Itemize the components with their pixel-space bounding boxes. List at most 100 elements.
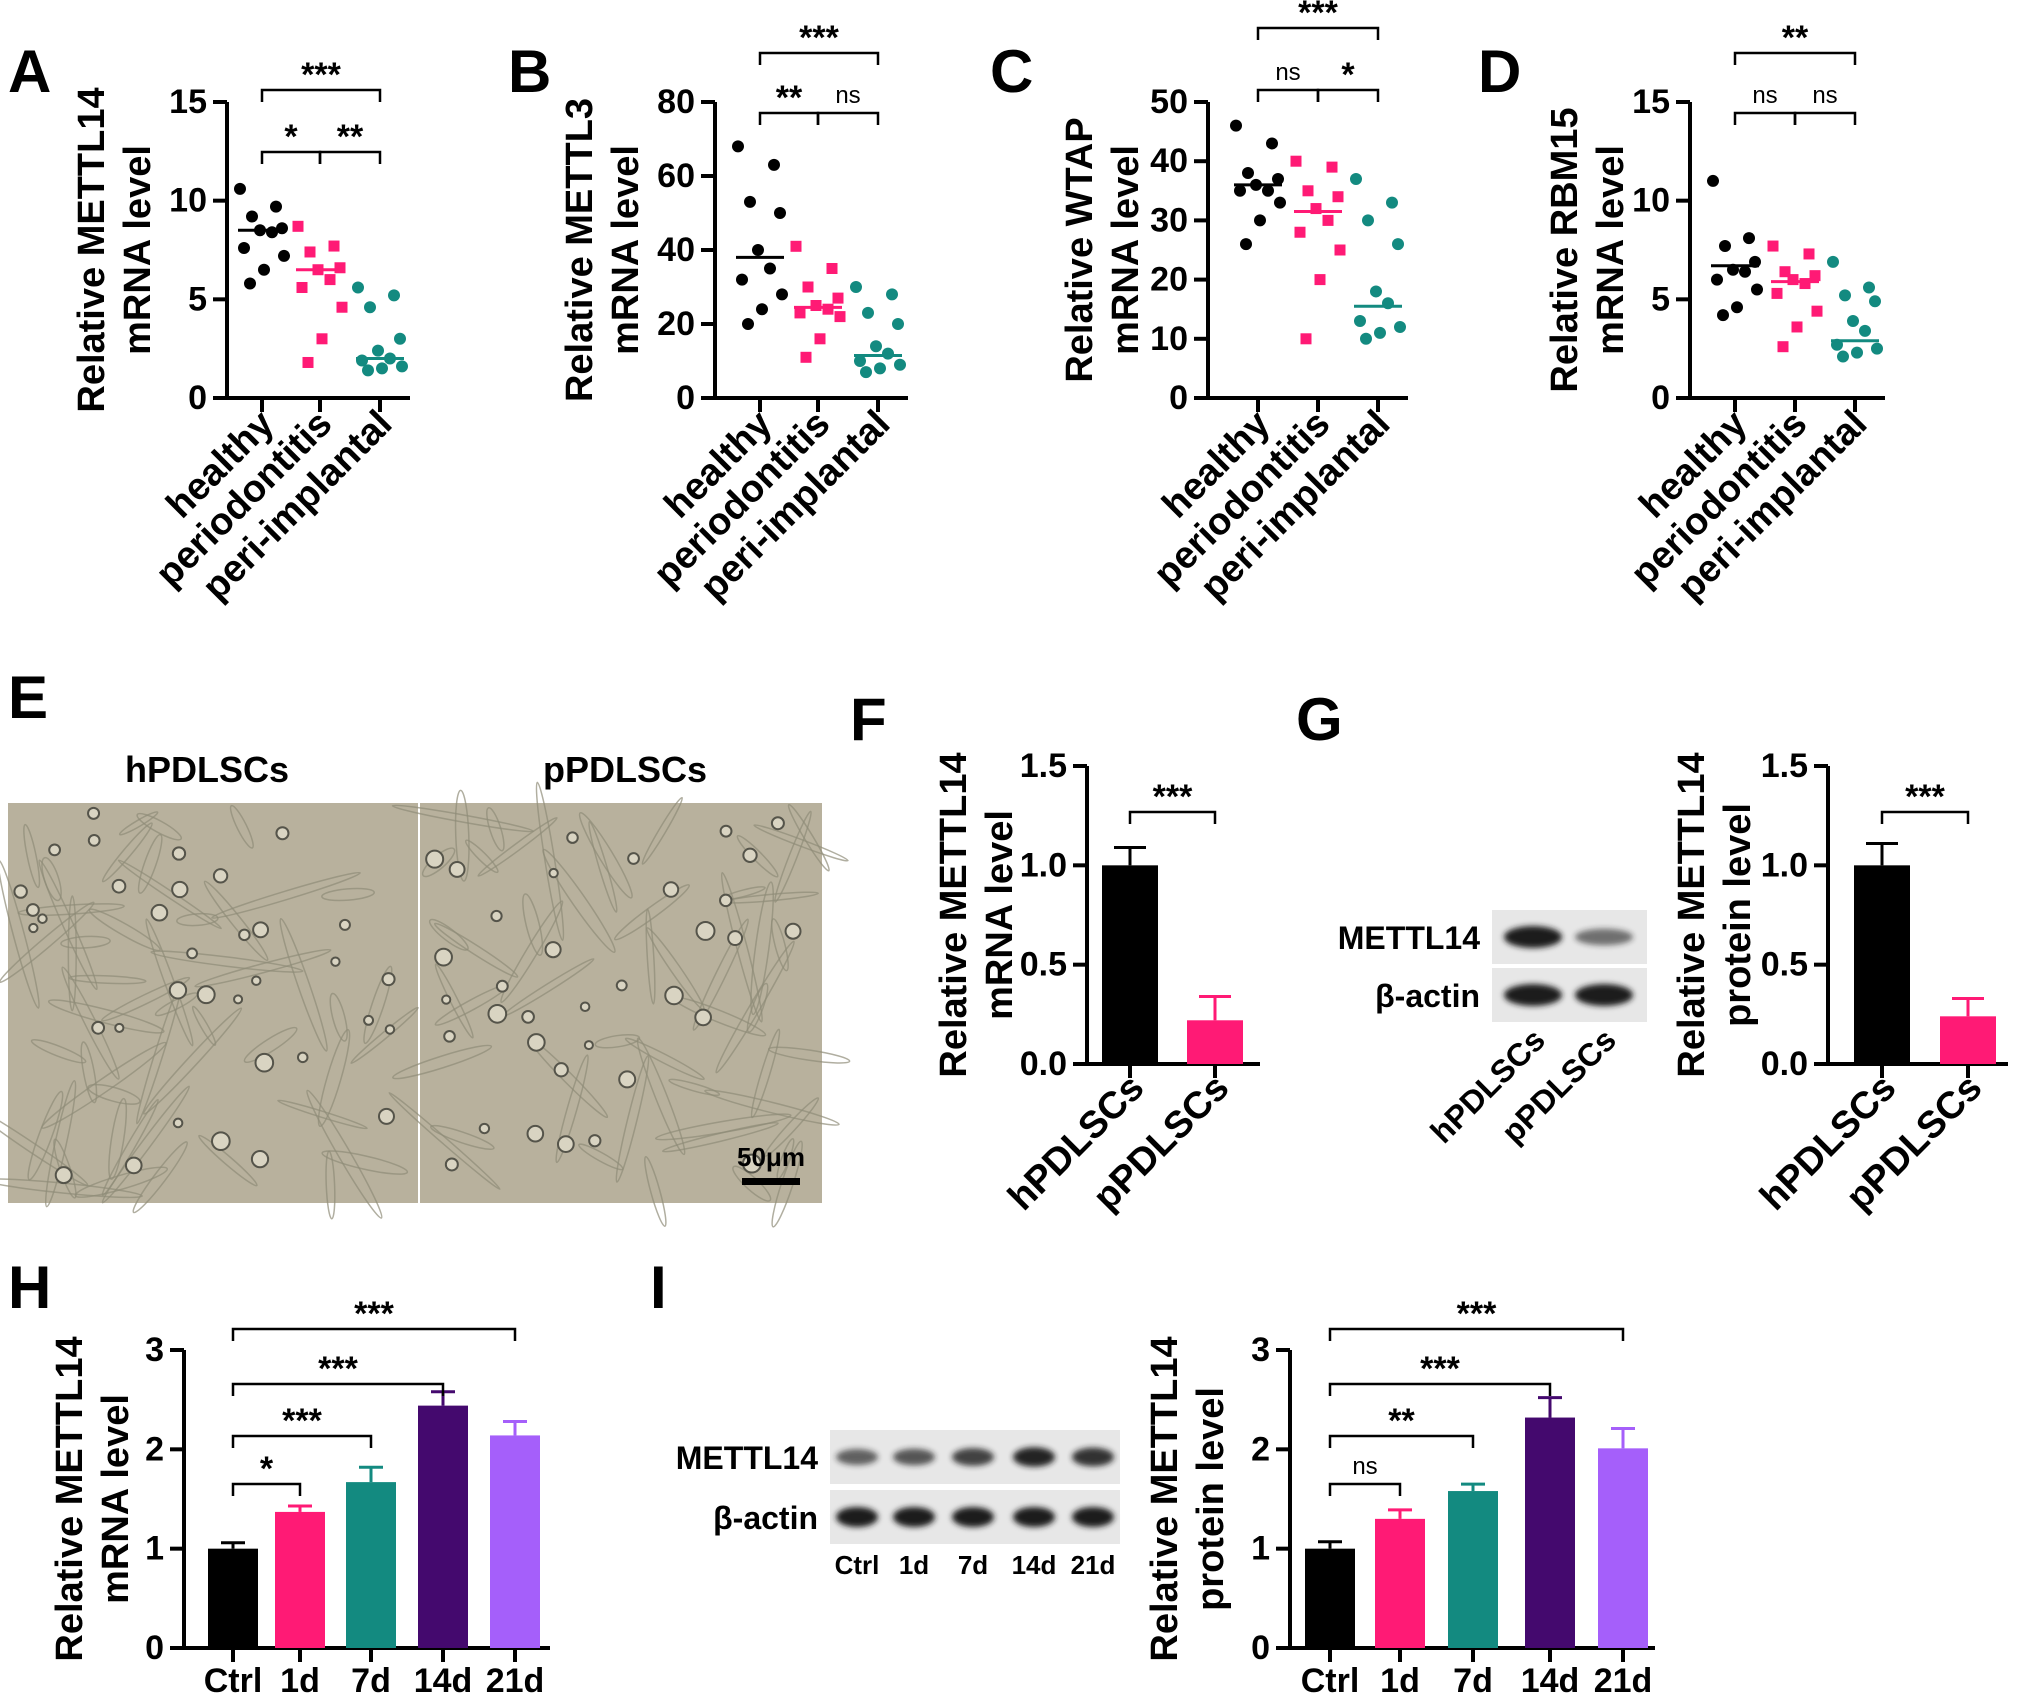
y-axis-label-line: Relative METTL14 [1671,752,1713,1077]
y-axis-label: Relative METTL3 mRNA level [559,98,647,402]
cell-outline [145,918,194,1047]
cell-outline [767,1046,851,1064]
data-point [1751,283,1763,296]
data-point [1272,172,1284,185]
cell-outline [555,1054,589,1164]
cell-outline [522,893,544,956]
cell-outline [203,880,269,962]
data-point [894,358,906,371]
data-point [1254,214,1266,227]
cell-body [172,1117,184,1129]
data-point-square [822,303,834,315]
significance-label: *** [318,1350,358,1388]
cell-body [553,1062,569,1078]
data-point [266,226,278,239]
y-axis-label: Relative WTAP mRNA level [1059,117,1147,382]
cell-outline [325,1150,336,1220]
data-point [1717,309,1729,322]
y-tick-label: 60 [657,157,695,195]
cell-body [377,1107,395,1125]
cell-outline [30,1038,87,1064]
y-axis-label-line: Relative WTAP [1059,117,1101,382]
cell-outline [0,901,95,984]
data-point [1266,137,1278,150]
y-tick-label: 0.0 [1761,1045,1808,1083]
significance-label: * [284,118,298,156]
cell-body [425,849,445,869]
significance-label: ** [776,79,803,117]
bar [1375,1518,1425,1648]
blot-band [1504,984,1562,1006]
cell-body [233,994,244,1005]
data-point-square [1302,185,1314,197]
cell-outline [279,917,328,1052]
data-point-square [1332,191,1344,203]
panel-letter-c: C [990,38,1033,105]
y-tick-label: 5 [188,280,207,318]
significance-label: *** [1298,0,1338,32]
cell-body [527,1033,546,1052]
cell-outline [391,804,534,833]
x-category-label: Ctrl [204,1662,263,1699]
cell-outline [277,1099,368,1130]
data-point [1374,326,1386,339]
cell-outline [692,918,749,1031]
cell-body [478,1122,491,1135]
cell-body [441,994,452,1005]
y-axis-label-line: mRNA level [1105,145,1147,355]
cell-body [544,941,562,959]
bar [1448,1491,1498,1648]
cell-outline [211,871,361,919]
cell-body [490,909,503,923]
cell-outline [578,1143,624,1171]
data-point-square [1803,248,1815,260]
blot-lane-label: 7d [958,1550,988,1580]
data-point [1837,350,1849,363]
cell-outline [80,1041,98,1104]
cell-body [556,1135,575,1154]
y-tick-label: 80 [657,83,695,121]
cell-body [487,1003,508,1024]
y-tick-label: 5 [1651,280,1670,318]
cell-outline [636,1037,686,1156]
y-tick-label: 1.0 [1761,846,1808,884]
cell-body [742,847,758,863]
cell-outline [588,820,618,913]
y-axis-label-line: mRNA level [95,1394,137,1604]
data-point-square [1771,287,1783,299]
micrograph-layer: hPDLSCs pPDLSCs 50μm [0,749,851,1228]
cell-outline [668,1078,721,1097]
significance-label: ns [1275,59,1300,86]
cell-body [770,816,785,831]
blot-band [836,1507,878,1527]
significance-bracket [1128,810,1217,824]
micrograph-label-right: pPDLSCs [543,749,707,790]
data-point [1743,232,1755,245]
cell-outline [132,1141,188,1214]
cell-outline [613,884,690,941]
data-point [238,242,250,255]
y-axis-label-line: Relative METTL14 [1144,1336,1186,1661]
data-point [870,340,882,353]
blot-lane-label: Ctrl [835,1550,880,1580]
cell-body [548,867,559,879]
data-point [372,344,384,357]
y-tick-label: 0.5 [1761,946,1808,984]
data-point [1394,320,1406,333]
cell-outline [500,900,564,1004]
y-tick-label: 0 [676,379,695,417]
data-point [1739,265,1751,278]
significance-bracket [1733,111,1797,125]
panel-letter-e: E [8,664,48,731]
data-point [1386,196,1398,209]
cell-outline [464,839,499,874]
significance-bracket [231,1327,517,1341]
cell-outline [101,1098,159,1197]
cell-outline [118,811,159,836]
cell-body [741,1153,762,1174]
y-tick-label: 2 [145,1430,164,1468]
cell-outline [44,1080,77,1208]
micrograph-right [388,781,851,1228]
